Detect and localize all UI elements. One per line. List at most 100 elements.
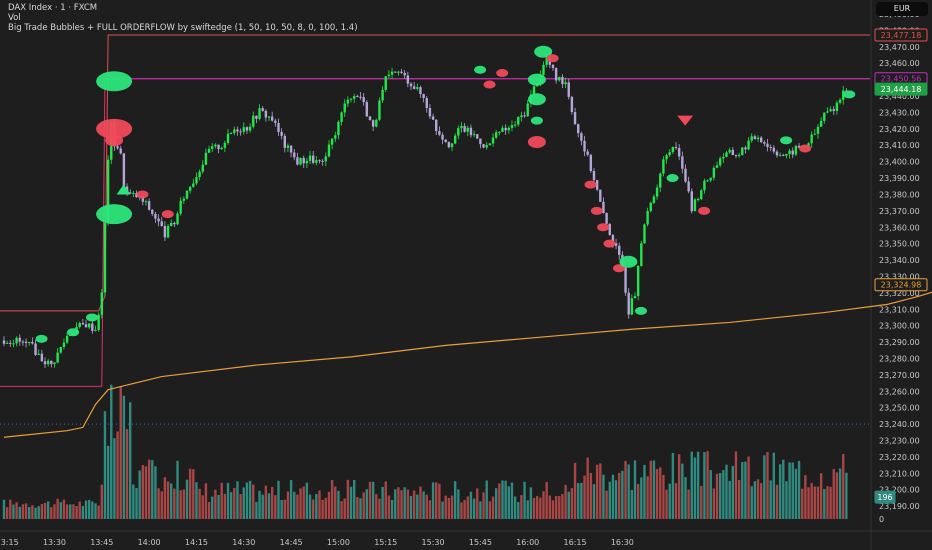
volume-bar bbox=[819, 473, 823, 519]
volume-bar bbox=[835, 472, 839, 519]
price-tick-label: 23,350.00 bbox=[879, 240, 920, 249]
volume-bar bbox=[154, 466, 157, 519]
volume-bar bbox=[551, 500, 555, 519]
volume-bar bbox=[709, 470, 712, 519]
volume-bar bbox=[315, 493, 318, 519]
price-badge bbox=[874, 278, 928, 292]
candle-body bbox=[823, 112, 826, 121]
price-tick-label: 23,300.00 bbox=[879, 322, 920, 331]
candle-body bbox=[447, 142, 451, 148]
time-tick-label: 14:00 bbox=[138, 538, 161, 547]
price-tick-label: 23,380.00 bbox=[879, 190, 920, 199]
candle-body bbox=[359, 96, 362, 98]
volume-bar bbox=[539, 497, 542, 519]
candle-body bbox=[494, 132, 498, 138]
volume-bar bbox=[592, 484, 596, 519]
volume-bar bbox=[12, 504, 15, 519]
volume-bar bbox=[340, 501, 343, 519]
volume-bar bbox=[425, 494, 428, 519]
candle-body bbox=[103, 222, 107, 293]
candle-body bbox=[819, 120, 823, 127]
candle-body bbox=[144, 201, 148, 203]
indicator-legend[interactable]: Big Trade Bubbles + FULL ORDERFLOW by sw… bbox=[8, 23, 358, 33]
candle-body bbox=[523, 115, 526, 117]
candle-body bbox=[583, 140, 586, 152]
volume-bar bbox=[258, 490, 261, 519]
candle-body bbox=[611, 235, 615, 244]
volume-bar bbox=[630, 490, 634, 519]
candle-body bbox=[466, 127, 469, 132]
volume-bar bbox=[293, 491, 296, 519]
volume-bar bbox=[529, 487, 533, 519]
candle-body bbox=[394, 71, 397, 73]
currency-button[interactable]: EUR bbox=[876, 2, 928, 16]
candle-body bbox=[627, 292, 630, 315]
volume-legend[interactable]: Vol bbox=[8, 13, 21, 23]
candle-body bbox=[340, 112, 343, 122]
volume-bar bbox=[346, 479, 350, 519]
volume-bar bbox=[192, 469, 195, 519]
volume-bar bbox=[362, 492, 365, 519]
volume-bar bbox=[356, 497, 359, 519]
candle-body bbox=[305, 160, 309, 164]
candles[interactable] bbox=[2, 53, 848, 368]
volume-bar bbox=[643, 464, 646, 519]
volume-bar bbox=[737, 479, 741, 519]
volume-bar bbox=[718, 472, 722, 519]
volume-bar bbox=[2, 499, 6, 519]
volume-bar bbox=[371, 481, 375, 519]
volume-bar bbox=[646, 476, 649, 519]
volume-bar bbox=[390, 499, 394, 519]
volume-bar bbox=[422, 491, 425, 519]
volume-bar bbox=[305, 482, 309, 519]
candle-body bbox=[211, 146, 214, 149]
price-tick-label: 23,200.00 bbox=[879, 486, 920, 495]
candle-body bbox=[640, 243, 643, 266]
volume-bar bbox=[636, 483, 640, 519]
volume-bar bbox=[558, 496, 561, 519]
volume-bar bbox=[220, 482, 223, 519]
volume-bar bbox=[633, 460, 637, 519]
volume-bar bbox=[447, 497, 451, 519]
volume-bar bbox=[217, 494, 220, 519]
volume-bar bbox=[412, 490, 416, 519]
time-tick-label: 16:00 bbox=[516, 538, 539, 547]
sell-bubble bbox=[590, 206, 603, 215]
volume-bar bbox=[43, 502, 47, 519]
volume-bar bbox=[659, 467, 662, 519]
volume-bar bbox=[482, 492, 485, 519]
candle-body bbox=[248, 126, 252, 131]
volume-bar bbox=[40, 504, 44, 519]
candle-body bbox=[668, 152, 671, 156]
price-badge bbox=[874, 28, 928, 42]
candle-body bbox=[835, 102, 839, 111]
volume-bar bbox=[78, 501, 81, 519]
time-tick-label: 14:45 bbox=[280, 538, 303, 547]
volume-bar bbox=[334, 486, 337, 519]
candle-body bbox=[53, 362, 56, 365]
volume-bar bbox=[113, 438, 116, 519]
candle-body bbox=[245, 127, 249, 131]
volume-bar bbox=[170, 483, 173, 519]
candle-body bbox=[170, 222, 173, 227]
volume-bar bbox=[479, 501, 482, 519]
candle-body bbox=[602, 201, 605, 214]
volume-bar bbox=[21, 504, 25, 519]
volume-bar bbox=[81, 505, 85, 519]
candle-body bbox=[261, 108, 264, 111]
candle-body bbox=[293, 152, 296, 158]
candle-body bbox=[334, 135, 337, 139]
symbol-title[interactable]: DAX Index · 1 · FXCM bbox=[8, 3, 98, 13]
price-tick-label: 23,270.00 bbox=[879, 371, 920, 380]
volume-bar bbox=[324, 497, 328, 519]
volume-bar bbox=[813, 486, 817, 519]
buy-bubble bbox=[35, 334, 48, 343]
price-tick-label: 23,360.00 bbox=[879, 223, 920, 232]
volume-bar bbox=[84, 500, 88, 519]
volume-bar bbox=[248, 480, 252, 519]
candle-body bbox=[270, 116, 274, 121]
volume-bar bbox=[832, 469, 835, 519]
candle-body bbox=[119, 148, 122, 154]
time-tick-label: 15:15 bbox=[374, 538, 397, 547]
